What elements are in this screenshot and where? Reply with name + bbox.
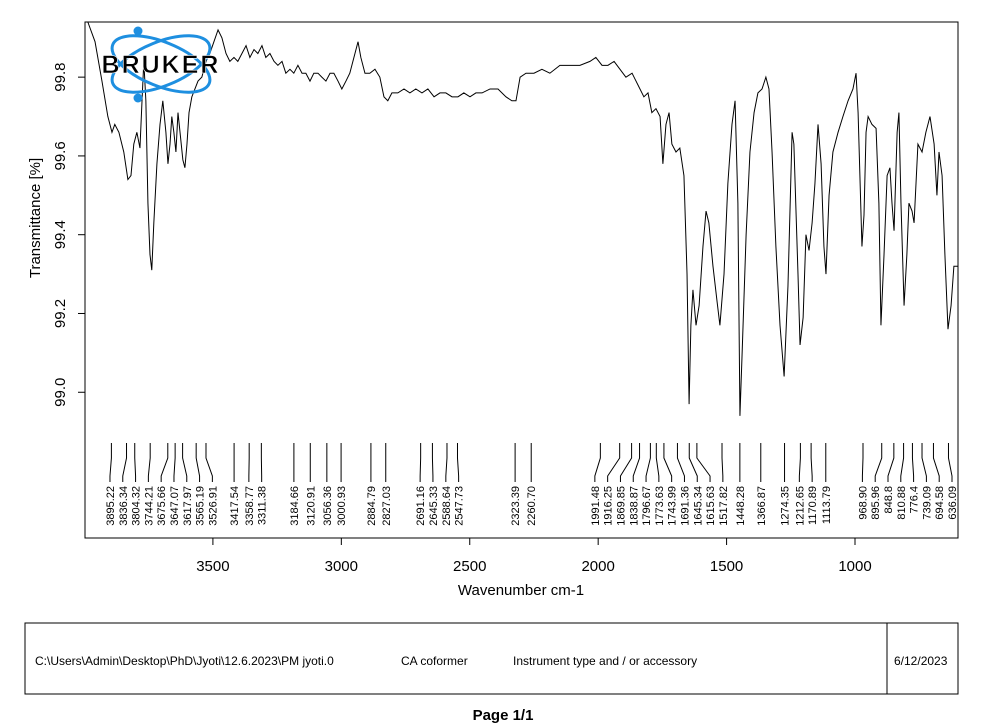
peak-label: 3056.36 bbox=[322, 486, 334, 526]
logo-dot bbox=[134, 27, 143, 36]
page-number: Page 1/1 bbox=[473, 707, 534, 723]
peak-label: 2645.33 bbox=[428, 486, 440, 526]
x-axis-label: Wavenumber cm-1 bbox=[458, 582, 584, 599]
peak-label: 2691.16 bbox=[415, 486, 427, 526]
y-tick-label: 99.4 bbox=[52, 220, 69, 249]
peak-label: 1691.36 bbox=[679, 486, 691, 526]
peak-label: 848.8 bbox=[883, 486, 895, 514]
peak-label: 3836.34 bbox=[118, 486, 130, 526]
footer-date: 6/12/2023 bbox=[894, 654, 948, 668]
peak-marker bbox=[432, 443, 433, 482]
peak-label: 1366.87 bbox=[756, 486, 768, 526]
peak-label: 3617.97 bbox=[182, 486, 194, 526]
peak-label: 1743.99 bbox=[667, 486, 679, 526]
y-axis-label: Transmittance [%] bbox=[27, 158, 44, 278]
peak-label: 1274.35 bbox=[780, 486, 792, 526]
peak-label: 2547.73 bbox=[454, 486, 466, 526]
peak-label: 1113.79 bbox=[821, 486, 833, 524]
peak-label: 3184.66 bbox=[289, 486, 301, 526]
peak-label: 1517.82 bbox=[718, 486, 730, 526]
peak-label: 1773.63 bbox=[654, 486, 666, 526]
x-tick-label: 1500 bbox=[710, 558, 743, 575]
peak-label: 1170.89 bbox=[807, 486, 819, 525]
peak-label: 2827.03 bbox=[381, 486, 393, 526]
y-tick-label: 99.8 bbox=[52, 63, 69, 92]
peak-label: 694.58 bbox=[934, 486, 946, 520]
peak-label: 3526.91 bbox=[207, 486, 219, 526]
peak-label: 895.96 bbox=[870, 486, 882, 520]
peak-label: 3311.38 bbox=[257, 486, 269, 525]
peak-label: 1916.25 bbox=[603, 486, 615, 526]
peak-marker bbox=[420, 443, 421, 482]
footer-sample: CA coformer bbox=[401, 654, 468, 668]
peak-label: 3804.32 bbox=[131, 486, 143, 526]
peak-label: 1212.65 bbox=[794, 486, 806, 526]
peak-label: 1615.63 bbox=[705, 486, 717, 526]
peak-label: 3000.93 bbox=[336, 486, 348, 526]
x-tick-label: 3500 bbox=[196, 558, 229, 575]
x-tick-label: 2000 bbox=[581, 558, 614, 575]
peak-label: 3417.54 bbox=[229, 486, 241, 526]
y-tick-label: 99.2 bbox=[52, 299, 69, 328]
logo-dot bbox=[134, 94, 143, 103]
x-tick-label: 3000 bbox=[325, 558, 358, 575]
peak-label: 1796.67 bbox=[641, 486, 653, 526]
peak-label: 1645.34 bbox=[692, 486, 704, 526]
y-tick-label: 99.6 bbox=[52, 141, 69, 170]
peak-label: 3120.91 bbox=[305, 486, 317, 526]
peak-label: 2260.70 bbox=[526, 486, 538, 526]
peak-label: 3565.19 bbox=[195, 486, 207, 526]
peak-label: 810.88 bbox=[896, 486, 908, 520]
x-tick-label: 1000 bbox=[838, 558, 871, 575]
peak-label: 3895.22 bbox=[105, 486, 117, 526]
footer-file: C:\Users\Admin\Desktop\PhD\Jyoti\12.6.20… bbox=[35, 654, 334, 668]
peak-label: 3744.21 bbox=[143, 486, 155, 526]
peak-label: 2884.79 bbox=[366, 486, 378, 526]
x-tick-label: 2500 bbox=[453, 558, 486, 575]
peak-label: 3647.07 bbox=[169, 486, 181, 526]
peak-label: 2323.39 bbox=[510, 486, 522, 526]
peak-label: 968.90 bbox=[857, 486, 869, 520]
logo-text: BRUKER bbox=[102, 51, 221, 79]
peak-label: 1869.85 bbox=[615, 486, 627, 526]
peak-label: 2588.64 bbox=[441, 486, 453, 526]
peak-label: 1991.48 bbox=[590, 486, 602, 526]
peak-label: 1838.87 bbox=[628, 486, 640, 526]
peak-label: 3675.66 bbox=[156, 486, 168, 526]
peak-label: 739.09 bbox=[921, 486, 933, 520]
peak-label: 3358.77 bbox=[244, 486, 256, 526]
peak-label: 1448.28 bbox=[735, 486, 747, 526]
peak-label: 776.4 bbox=[909, 486, 921, 514]
peak-label: 636.09 bbox=[947, 486, 959, 520]
y-tick-label: 99.0 bbox=[52, 378, 69, 407]
footer-instrument: Instrument type and / or accessory bbox=[513, 654, 697, 668]
